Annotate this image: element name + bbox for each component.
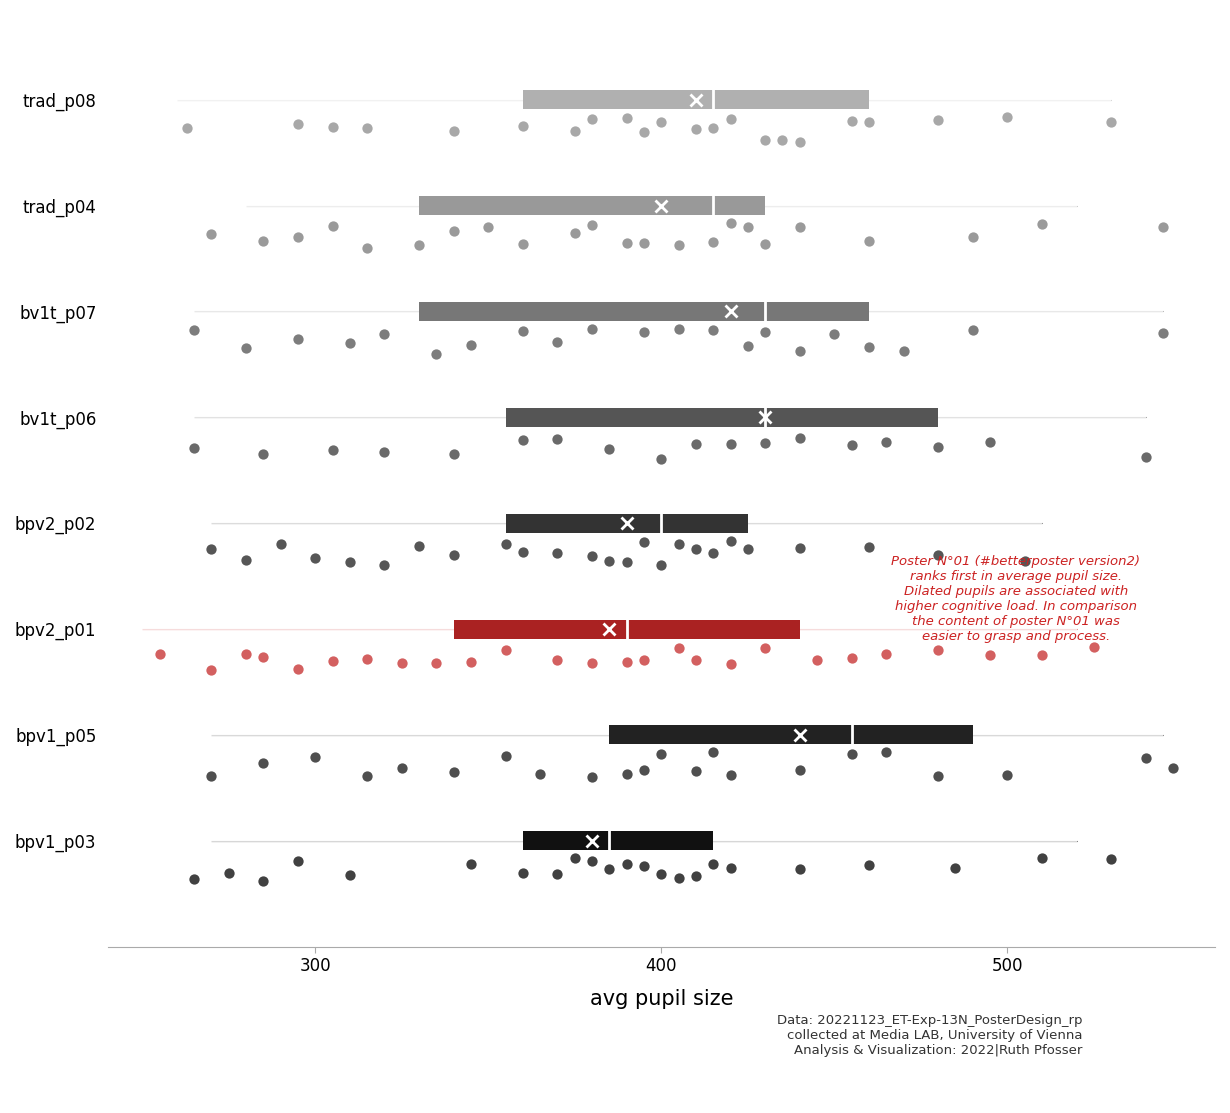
Point [704, 855, 723, 873]
Point [496, 747, 515, 765]
Point [790, 860, 809, 878]
Point [582, 853, 601, 870]
Point [877, 644, 897, 662]
Point [444, 546, 464, 564]
FancyBboxPatch shape [419, 302, 868, 321]
Point [652, 114, 672, 131]
Point [859, 114, 878, 131]
Point [755, 639, 775, 657]
Point [444, 221, 464, 239]
FancyBboxPatch shape [609, 726, 973, 745]
Point [375, 443, 395, 461]
Point [599, 441, 619, 459]
Point [358, 767, 378, 785]
Point [635, 124, 654, 141]
Point [305, 549, 325, 567]
Point [841, 745, 861, 762]
Point [288, 228, 308, 246]
Point [617, 553, 637, 571]
Point [859, 856, 878, 874]
Text: Poster N°01 (#betterposter version2)
ranks first in average pupil size.
Dilated : Poster N°01 (#betterposter version2) ran… [892, 555, 1140, 643]
Point [1154, 324, 1173, 342]
Point [721, 532, 740, 550]
Point [565, 849, 584, 867]
Point [202, 540, 221, 558]
Point [652, 555, 672, 573]
Point [929, 439, 948, 456]
Point [322, 652, 342, 670]
Point [358, 119, 378, 137]
Point [686, 541, 706, 559]
Point [617, 855, 637, 873]
Point [582, 319, 601, 337]
Point [478, 218, 498, 236]
Point [704, 234, 723, 252]
Point [236, 551, 256, 569]
Point [202, 768, 221, 786]
Point [288, 853, 308, 870]
Point [513, 431, 533, 449]
Point [635, 761, 654, 779]
Point [652, 450, 672, 467]
Point [565, 122, 584, 140]
Point [496, 535, 515, 553]
Point [427, 345, 446, 363]
Point [841, 436, 861, 454]
Point [877, 743, 897, 761]
Point [513, 117, 533, 135]
Point [1101, 850, 1121, 868]
Point [547, 543, 567, 561]
Point [704, 119, 723, 137]
Point [617, 766, 637, 784]
Point [617, 653, 637, 671]
Point [513, 322, 533, 339]
Point [1084, 638, 1103, 656]
Point [253, 755, 273, 772]
Point [790, 342, 809, 359]
Point [513, 864, 533, 881]
Point [669, 319, 689, 337]
Point [375, 325, 395, 343]
Point [1154, 218, 1173, 236]
Point [582, 216, 601, 234]
Point [929, 111, 948, 129]
Point [669, 869, 689, 887]
Point [202, 661, 221, 679]
Point [790, 218, 809, 236]
Point [305, 748, 325, 766]
Point [807, 651, 827, 669]
Point [669, 639, 689, 657]
Point [358, 239, 378, 257]
Point [772, 131, 792, 149]
Point [790, 132, 809, 150]
Point [980, 647, 1000, 664]
Point [339, 334, 359, 352]
Point [322, 442, 342, 460]
Point [392, 759, 412, 777]
Point [444, 122, 464, 140]
Point [236, 646, 256, 663]
FancyBboxPatch shape [506, 407, 938, 426]
FancyBboxPatch shape [523, 831, 713, 850]
Point [755, 434, 775, 452]
Point [963, 321, 983, 338]
Point [635, 651, 654, 669]
Point [721, 766, 740, 784]
Point [177, 119, 197, 137]
Point [963, 228, 983, 246]
Point [1032, 215, 1052, 233]
Text: Data: 20221123_ET-Exp-13N_PosterDesign_rp
collected at Media LAB, University of : Data: 20221123_ET-Exp-13N_PosterDesign_r… [777, 1014, 1082, 1057]
Point [635, 235, 654, 253]
Point [547, 651, 567, 669]
Point [980, 433, 1000, 451]
Point [721, 214, 740, 232]
Point [686, 762, 706, 780]
Point [582, 110, 601, 128]
Point [669, 236, 689, 254]
Point [184, 870, 204, 888]
Point [669, 535, 689, 553]
Point [790, 429, 809, 446]
Point [599, 859, 619, 877]
Point [686, 120, 706, 138]
Point [704, 544, 723, 562]
